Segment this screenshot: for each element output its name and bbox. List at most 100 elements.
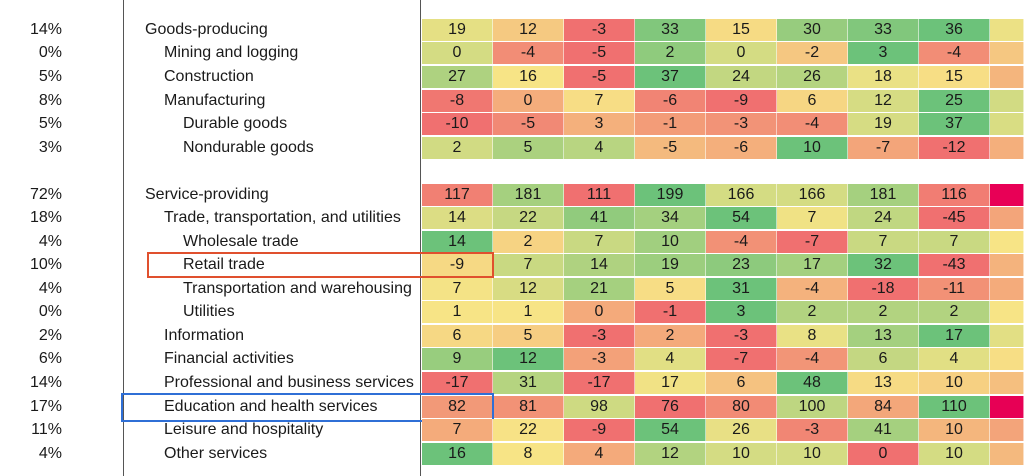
heatmap-cell: -7 xyxy=(777,231,848,253)
heatmap-cell: 116 xyxy=(919,184,990,206)
heatmap-cell: 7 xyxy=(564,231,635,253)
heatmap-cell-cutoff xyxy=(990,184,1024,206)
heatmap-cell: -10 xyxy=(422,113,493,135)
heatmap-cell: 3 xyxy=(706,301,777,323)
heatmap-cell: -6 xyxy=(706,137,777,159)
heatmap-cell: 6 xyxy=(706,372,777,394)
heatmap-cell: 7 xyxy=(422,419,493,441)
heatmap-cell: -4 xyxy=(919,42,990,64)
heatmap-cell: 6 xyxy=(777,90,848,112)
heatmap-cell: 7 xyxy=(848,231,919,253)
heatmap-cell: 37 xyxy=(919,113,990,135)
heatmap-cell-cutoff xyxy=(990,231,1024,253)
industry-label: Transportation and warehousing xyxy=(183,280,412,297)
retail-trade-highlight xyxy=(147,252,494,278)
heatmap-cell: 14 xyxy=(564,254,635,276)
heatmap-cell: 181 xyxy=(493,184,564,206)
heatmap-cell: -11 xyxy=(919,278,990,300)
employment-share: 0% xyxy=(38,303,62,320)
heatmap-cell: -6 xyxy=(635,90,706,112)
heatmap-cell-cutoff xyxy=(990,207,1024,229)
heatmap-cell: 33 xyxy=(848,19,919,41)
heatmap-cell: 4 xyxy=(635,348,706,370)
heatmap-cell-cutoff xyxy=(990,396,1024,418)
heatmap-cell: 3 xyxy=(848,42,919,64)
heatmap-cell: 26 xyxy=(706,419,777,441)
heatmap-cell: 12 xyxy=(635,443,706,465)
heatmap-cell: 12 xyxy=(493,348,564,370)
industry-label: Financial activities xyxy=(164,350,294,367)
heatmap-cell-cutoff xyxy=(990,419,1024,441)
heatmap-cell-cutoff xyxy=(990,348,1024,370)
heatmap-cell: 1 xyxy=(493,301,564,323)
heatmap-cell: 41 xyxy=(564,207,635,229)
heatmap-cell-cutoff xyxy=(990,66,1024,88)
heatmap-cell-cutoff xyxy=(990,19,1024,41)
heatmap-cell: 54 xyxy=(706,207,777,229)
employment-share: 8% xyxy=(38,92,62,109)
heatmap-cell: 37 xyxy=(635,66,706,88)
heatmap-cell: 14 xyxy=(422,207,493,229)
heatmap-cell: 6 xyxy=(422,325,493,347)
heatmap-cell: 18 xyxy=(848,66,919,88)
heatmap-cell: -5 xyxy=(564,42,635,64)
industry-label: Education and health services xyxy=(164,398,378,415)
industry-label: Goods-producing xyxy=(145,21,268,38)
heatmap-cell: 19 xyxy=(635,254,706,276)
heatmap-cell: -2 xyxy=(777,42,848,64)
heatmap-cell: 32 xyxy=(848,254,919,276)
heatmap-cell: 81 xyxy=(493,396,564,418)
heatmap-cell: 0 xyxy=(493,90,564,112)
heatmap-cell: 16 xyxy=(493,66,564,88)
employment-share: 4% xyxy=(38,445,62,462)
heatmap-cell: 15 xyxy=(706,19,777,41)
heatmap-cell: 8 xyxy=(777,325,848,347)
heatmap-cell: -9 xyxy=(706,90,777,112)
heatmap-cell: 24 xyxy=(848,207,919,229)
heatmap-cell-cutoff xyxy=(990,301,1024,323)
heatmap-cell: -5 xyxy=(635,137,706,159)
heatmap-cell: -12 xyxy=(919,137,990,159)
employment-share: 14% xyxy=(29,21,62,38)
heatmap-cell: 12 xyxy=(493,278,564,300)
heatmap-cell-cutoff xyxy=(990,443,1024,465)
heatmap-cell: -43 xyxy=(919,254,990,276)
industry-label: Durable goods xyxy=(183,115,288,132)
heatmap-cell: 21 xyxy=(564,278,635,300)
heatmap-cell: -4 xyxy=(777,113,848,135)
heatmap-cell: 13 xyxy=(848,372,919,394)
heatmap-cell: 30 xyxy=(777,19,848,41)
industry-label: Mining and logging xyxy=(164,44,299,61)
heatmap-cell: -4 xyxy=(493,42,564,64)
heatmap-cell: 7 xyxy=(919,231,990,253)
heatmap-cell: -7 xyxy=(848,137,919,159)
heatmap-cell: 6 xyxy=(848,348,919,370)
heatmap-cell: 22 xyxy=(493,419,564,441)
industry-label: Information xyxy=(164,327,245,344)
industry-label: Service-providing xyxy=(145,186,269,203)
heatmap-cell: 0 xyxy=(848,443,919,465)
heatmap-cell: 12 xyxy=(493,19,564,41)
heatmap-cell: 17 xyxy=(635,372,706,394)
heatmap-cell: 4 xyxy=(564,443,635,465)
heatmap-cell: 36 xyxy=(919,19,990,41)
heatmap-cell: 24 xyxy=(706,66,777,88)
heatmap-cell-cutoff xyxy=(990,254,1024,276)
heatmap-cell: 10 xyxy=(919,372,990,394)
heatmap-cell: 13 xyxy=(848,325,919,347)
heatmap-cell-cutoff xyxy=(990,137,1024,159)
heatmap-cell: 9 xyxy=(422,348,493,370)
heatmap-cell: 1 xyxy=(422,301,493,323)
industry-label: Leisure and hospitality xyxy=(164,421,324,438)
heatmap-cell: 17 xyxy=(919,325,990,347)
column-divider-left xyxy=(123,0,124,476)
heatmap-cell: 100 xyxy=(777,396,848,418)
heatmap-cell: 10 xyxy=(635,231,706,253)
heatmap-cell-cutoff xyxy=(990,278,1024,300)
heatmap-cell: -17 xyxy=(564,372,635,394)
heatmap-cell: 10 xyxy=(919,443,990,465)
heatmap-cell: 199 xyxy=(635,184,706,206)
heatmap-cell: 166 xyxy=(706,184,777,206)
heatmap-cell: 23 xyxy=(706,254,777,276)
heatmap-cell: 17 xyxy=(777,254,848,276)
